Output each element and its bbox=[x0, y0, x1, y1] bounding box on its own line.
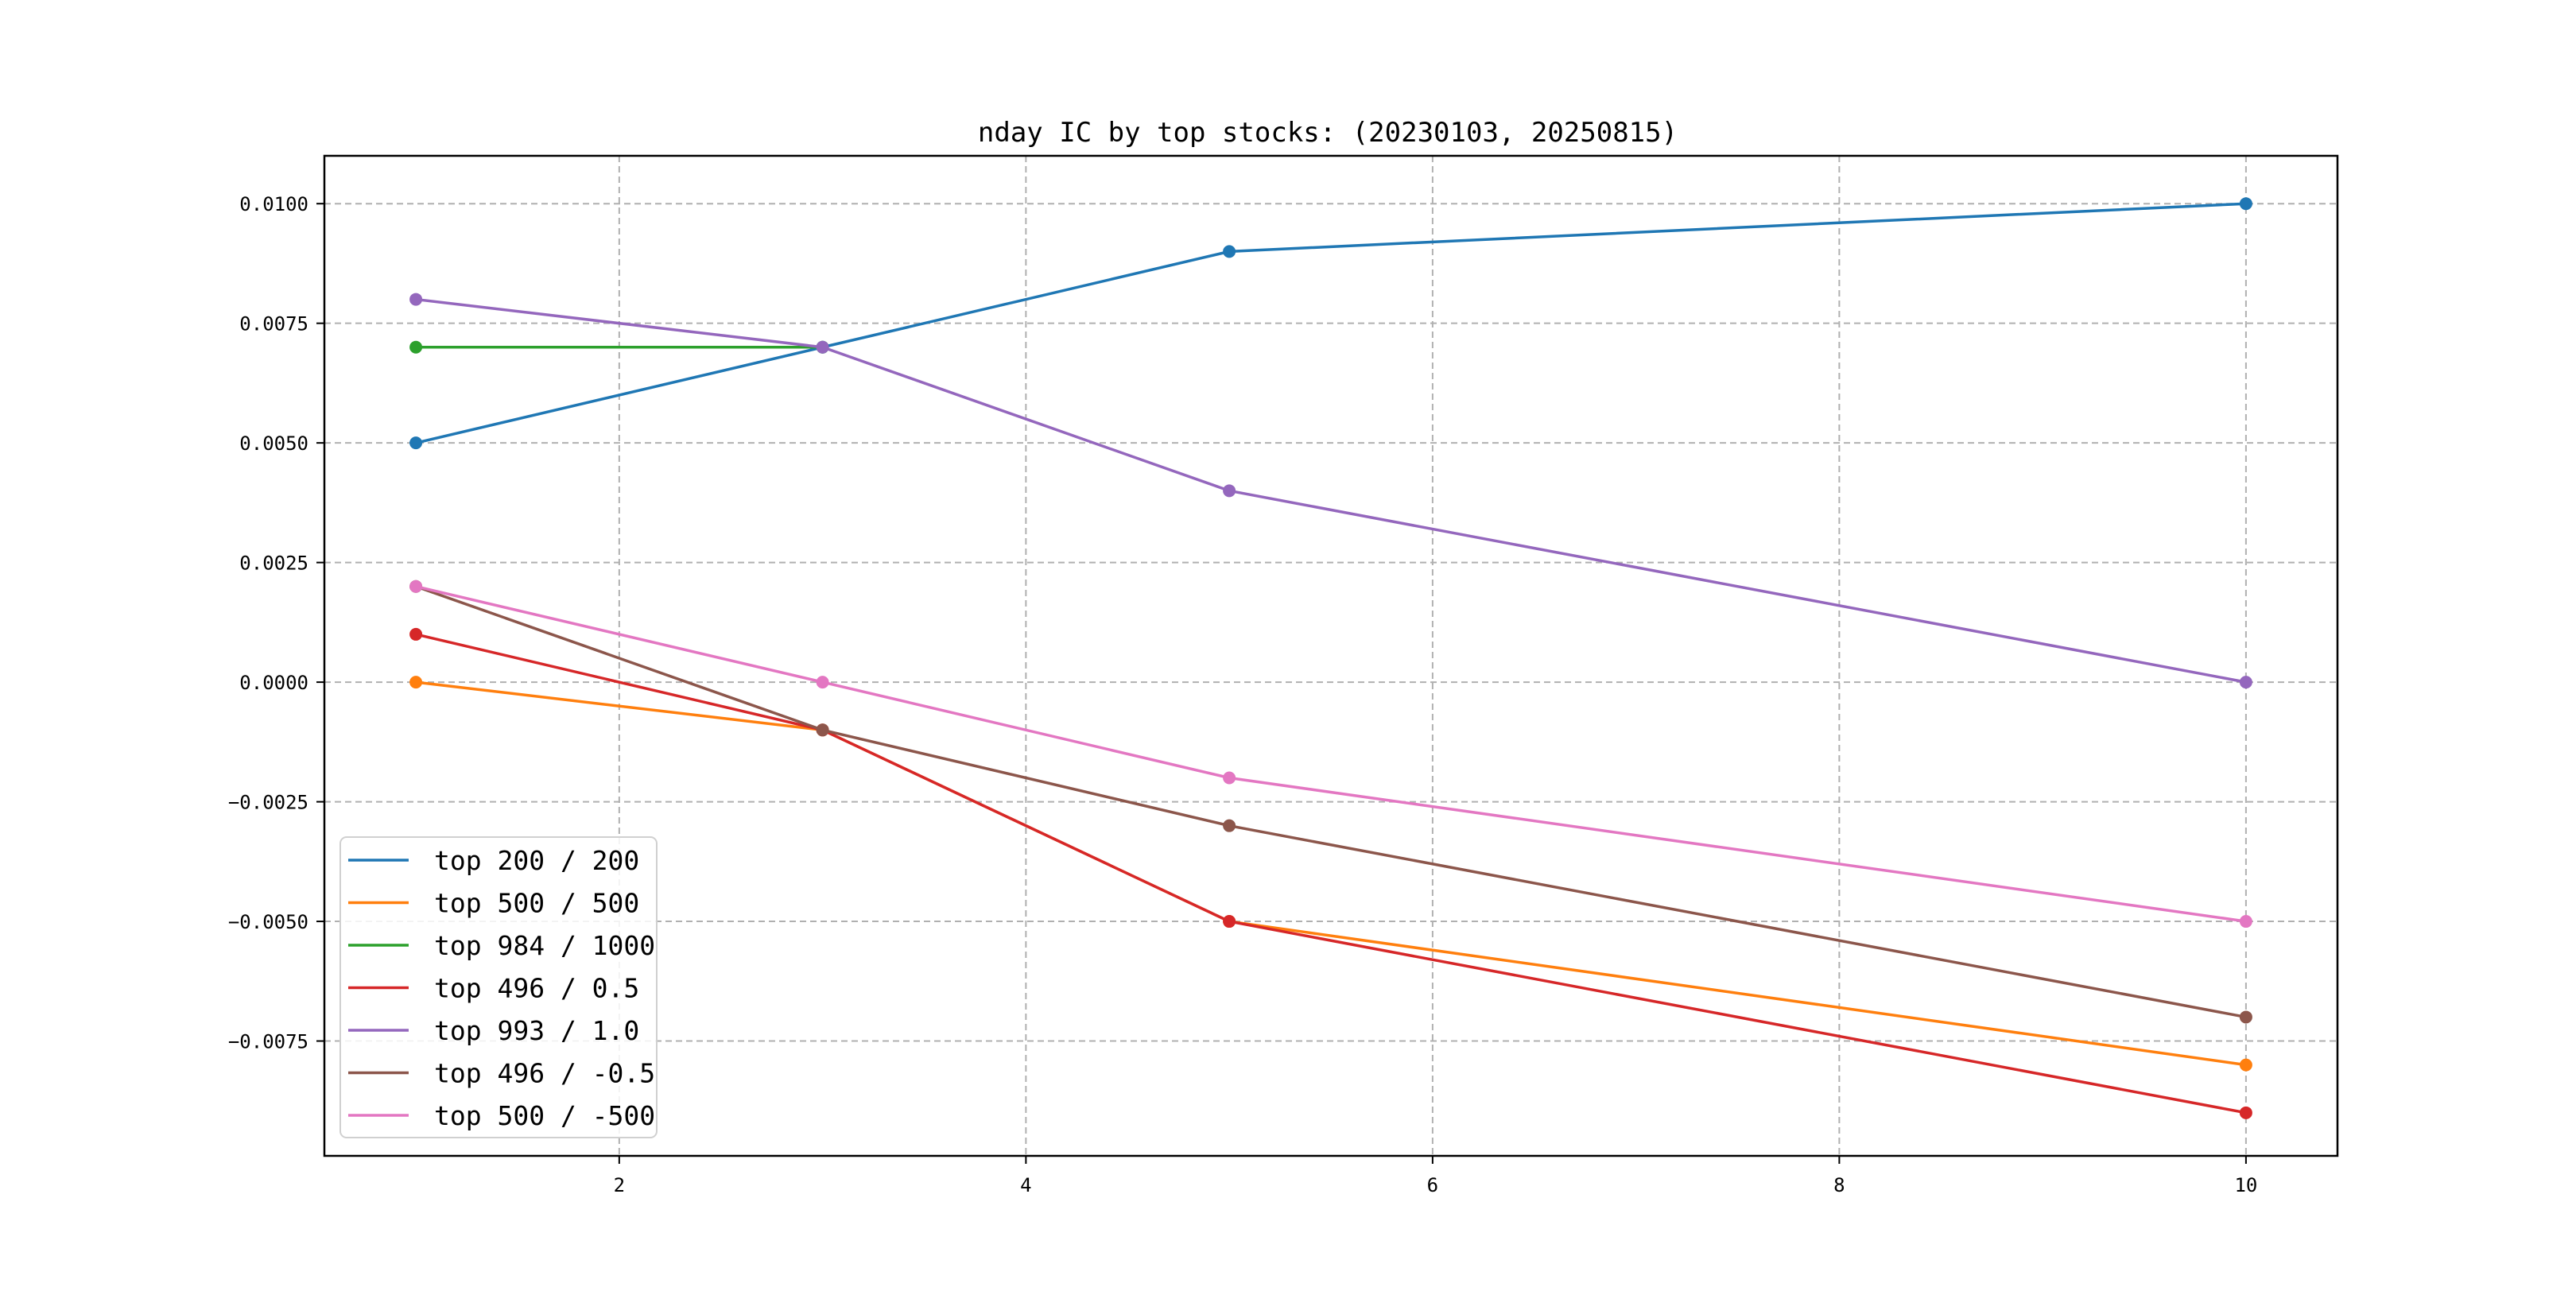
data-point bbox=[816, 723, 829, 737]
data-point bbox=[2239, 197, 2252, 211]
y-tick-label: −0.0050 bbox=[228, 911, 308, 933]
data-point bbox=[1223, 771, 1236, 785]
data-point bbox=[1223, 915, 1236, 929]
x-tick-label: 8 bbox=[1833, 1174, 1845, 1196]
x-tick-label: 10 bbox=[2234, 1174, 2257, 1196]
data-point bbox=[409, 340, 423, 354]
data-point bbox=[409, 580, 423, 593]
data-point bbox=[2239, 676, 2252, 689]
data-point bbox=[1223, 484, 1236, 498]
series-line bbox=[415, 297, 2247, 684]
series-line bbox=[415, 633, 2247, 1115]
y-tick-label: 0.0025 bbox=[239, 552, 308, 575]
legend-label: top 496 / 0.5 bbox=[434, 973, 639, 1004]
data-point bbox=[409, 676, 423, 689]
legend-entry: top 200 / 200 bbox=[348, 845, 639, 876]
legend-entry: top 496 / 0.5 bbox=[348, 973, 639, 1004]
series-group bbox=[409, 293, 2252, 689]
x-axis-ticks: 2 4 6 8 10 bbox=[614, 1156, 2257, 1196]
x-tick-label: 6 bbox=[1427, 1174, 1438, 1196]
legend-box bbox=[339, 836, 658, 1138]
legend: top 200 / 200 top 500 / 500 top 984 / 1000… bbox=[339, 836, 658, 1138]
data-point bbox=[409, 436, 423, 450]
series-lines bbox=[409, 197, 2252, 1119]
legend-label: top 200 / 200 bbox=[434, 845, 639, 876]
x-tick-label: 4 bbox=[1020, 1174, 1031, 1196]
y-tick-label: −0.0075 bbox=[228, 1031, 308, 1053]
legend-entry: top 496 / -0.5 bbox=[348, 1058, 655, 1089]
series-line bbox=[415, 585, 2247, 1019]
legend-label: top 500 / -500 bbox=[434, 1100, 655, 1131]
data-point bbox=[1223, 245, 1236, 258]
y-tick-label: −0.0025 bbox=[228, 792, 308, 814]
grid-lines bbox=[324, 156, 2337, 1156]
data-point bbox=[2239, 1106, 2252, 1119]
legend-entry: top 500 / 500 bbox=[348, 888, 639, 919]
y-tick-label: 0.0050 bbox=[239, 432, 308, 455]
legend-label: top 496 / -0.5 bbox=[434, 1058, 655, 1089]
chart-title: nday IC by top stocks: (20230103, 202508… bbox=[978, 117, 1678, 149]
data-point bbox=[2239, 915, 2252, 929]
data-point bbox=[2239, 1010, 2252, 1024]
data-point bbox=[816, 340, 829, 354]
y-tick-label: 0.0000 bbox=[239, 672, 308, 694]
legend-label: top 993 / 1.0 bbox=[434, 1015, 639, 1046]
series-line bbox=[415, 202, 2246, 444]
y-tick-label: 0.0075 bbox=[239, 313, 308, 335]
series-line bbox=[415, 585, 2247, 923]
y-axis-ticks: 0.0100 0.0075 0.0050 0.0025 0.0000 −0.0025 −0.… bbox=[228, 193, 324, 1053]
x-tick-label: 2 bbox=[614, 1174, 625, 1196]
data-point bbox=[409, 293, 423, 306]
legend-entry: top 984 / 1000 bbox=[348, 930, 655, 961]
legend-entry: top 500 / -500 bbox=[348, 1100, 655, 1131]
data-point bbox=[816, 676, 829, 689]
y-tick-label: 0.0100 bbox=[239, 193, 308, 215]
data-point bbox=[2239, 1058, 2252, 1072]
legend-label: top 500 / 500 bbox=[434, 888, 639, 919]
legend-entry: top 993 / 1.0 bbox=[348, 1015, 639, 1046]
data-point bbox=[409, 627, 423, 641]
plot-area-frame bbox=[323, 154, 2339, 1157]
data-point bbox=[1223, 819, 1236, 832]
legend-label: top 984 / 1000 bbox=[434, 930, 655, 961]
series-group bbox=[409, 580, 2252, 929]
